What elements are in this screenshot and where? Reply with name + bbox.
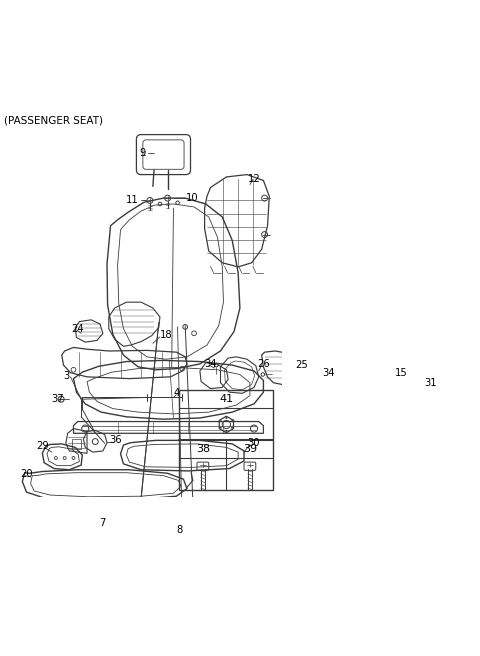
Circle shape	[231, 420, 233, 422]
Text: 24: 24	[72, 323, 84, 334]
Text: 3: 3	[63, 371, 70, 380]
Text: 20: 20	[21, 470, 33, 480]
Text: 10: 10	[186, 193, 198, 203]
Text: 15: 15	[395, 368, 408, 378]
Text: 31: 31	[424, 378, 437, 388]
Text: 11: 11	[125, 195, 138, 205]
Text: 36: 36	[109, 436, 121, 445]
Circle shape	[220, 420, 221, 422]
Text: 34: 34	[322, 368, 335, 378]
Circle shape	[226, 430, 227, 432]
Text: 12: 12	[248, 174, 261, 184]
Circle shape	[231, 427, 233, 428]
Text: 29: 29	[36, 441, 49, 451]
Text: 41: 41	[219, 394, 233, 404]
Text: 4: 4	[173, 388, 180, 398]
Text: 7: 7	[99, 518, 105, 527]
Text: 9: 9	[140, 148, 146, 158]
Text: 25: 25	[295, 360, 308, 370]
Text: 18: 18	[160, 329, 172, 340]
Text: 26: 26	[258, 359, 270, 369]
Text: 30: 30	[247, 438, 260, 448]
Circle shape	[226, 417, 227, 419]
Text: 8: 8	[176, 525, 182, 535]
Text: 34: 34	[204, 359, 217, 369]
Text: 37: 37	[52, 394, 64, 404]
Text: (PASSENGER SEAT): (PASSENGER SEAT)	[3, 115, 103, 126]
Text: 38: 38	[196, 444, 210, 454]
Bar	[180, 390, 274, 490]
Circle shape	[220, 427, 221, 428]
Text: 39: 39	[243, 444, 257, 454]
